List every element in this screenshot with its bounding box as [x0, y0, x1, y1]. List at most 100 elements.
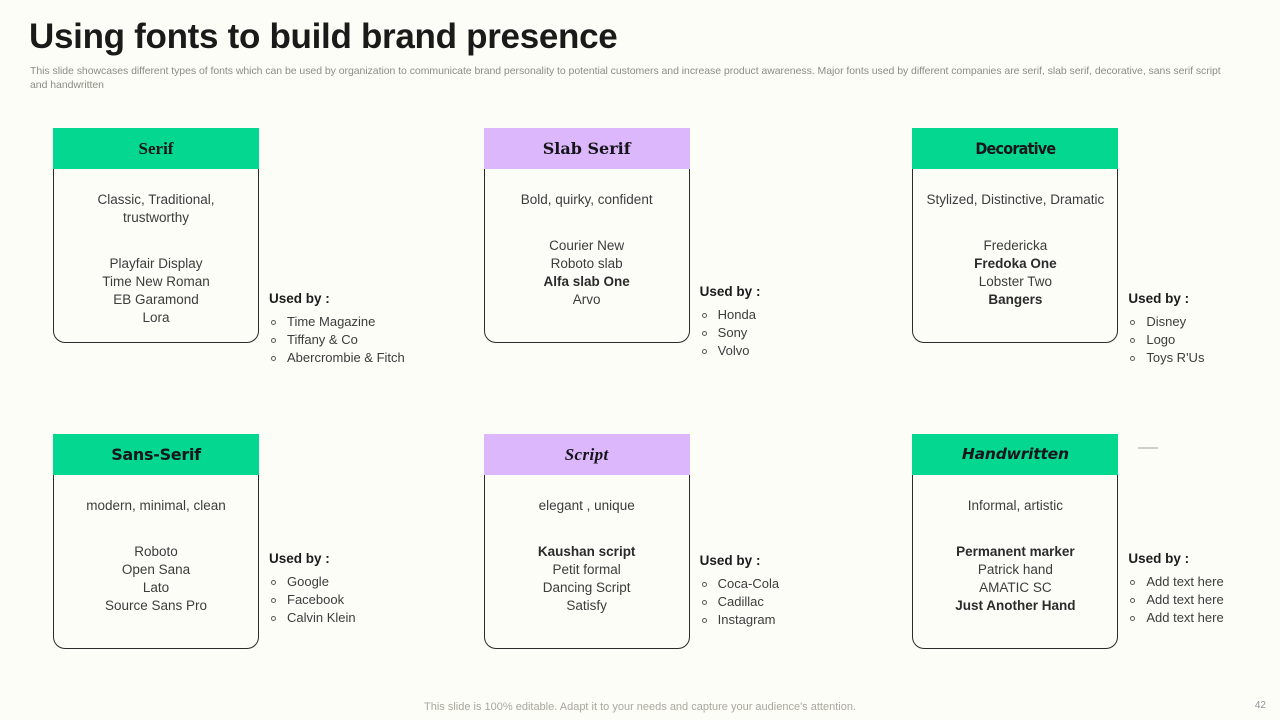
page-subtitle: This slide showcases different types of …: [30, 65, 1221, 91]
bullet-icon: [1130, 580, 1136, 585]
usedby-item-label: Tiffany & Co: [287, 332, 358, 347]
font-name: Arvo: [572, 292, 601, 307]
list-item: Instagram: [700, 611, 779, 629]
list-item: Cadillac: [700, 593, 779, 611]
list-item: Google: [269, 573, 356, 591]
usedby-item-label: Instagram: [717, 612, 776, 627]
usedby-item-label: Toys R'Us: [1146, 350, 1205, 365]
usedby-item-label: Honda: [717, 307, 756, 322]
card-body-sans-serif: modern, minimal, clean Roboto Open Sana …: [53, 475, 259, 649]
usedby-list-script: Coca-Cola Cadillac Instagram: [700, 575, 779, 629]
list-item: Coca-Cola: [700, 575, 779, 593]
card-header-script: Script: [483, 434, 690, 475]
bullet-icon: [701, 600, 707, 605]
usedby-item-label: Logo: [1146, 332, 1176, 347]
card-header-decorative: Decorative: [912, 128, 1119, 169]
usedby-list-handwritten: Add text here Add text here Add text her…: [1128, 573, 1224, 627]
card-header-sans-serif: Sans-Serif: [53, 434, 259, 475]
bullet-icon: [1130, 356, 1136, 361]
bullet-icon: [1130, 320, 1136, 325]
card-cell-script: Script elegant , unique Kaushan script P…: [427, 434, 854, 649]
usedby-item-label: Add text here: [1146, 610, 1224, 625]
card-handwritten[interactable]: Handwritten Informal, artistic Permanent…: [912, 434, 1119, 649]
card-traits-serif: Classic, Traditional, trustworthy: [97, 192, 215, 225]
bullet-icon: [271, 356, 276, 361]
bullet-icon: [1130, 338, 1136, 343]
card-slab-serif[interactable]: Slab Serif Bold, quirky, confident Couri…: [483, 128, 690, 343]
card-fonts-decorative: Fredericka Fredoka One Lobster Two Bange…: [923, 237, 1107, 309]
usedby-label: Used by :: [1128, 551, 1190, 566]
card-fonts-sans-serif: Roboto Open Sana Lato Source Sans Pro: [64, 543, 248, 615]
list-item: Add text here: [1128, 573, 1224, 591]
card-serif[interactable]: Serif Classic, Traditional, trustworthy …: [53, 128, 259, 343]
usedby-item-label: Coca-Cola: [717, 576, 780, 591]
card-row-2: Sans-Serif modern, minimal, clean Roboto…: [0, 434, 1280, 649]
usedby-item-label: Facebook: [287, 592, 345, 607]
card-traits-decorative: Stylized, Distinctive, Dramatic: [926, 192, 1105, 207]
usedby-serif: Used by : Time Magazine Tiffany & Co Abe…: [269, 291, 405, 367]
card-body-handwritten: Informal, artistic Permanent marker Patr…: [912, 475, 1119, 649]
bullet-icon: [271, 320, 276, 325]
page-number: 42: [1254, 700, 1266, 711]
bullet-icon: [701, 331, 707, 336]
usedby-sans-serif: Used by : Google Facebook Calvin Klein: [269, 551, 356, 627]
usedby-item-label: Add text here: [1146, 574, 1224, 589]
list-item: Abercrombie & Fitch: [269, 349, 405, 367]
font-name: Roboto slab: [550, 256, 623, 271]
bullet-icon: [271, 338, 276, 343]
usedby-item-label: Cadillac: [717, 594, 764, 609]
slide-header: Using fonts to build brand presence This…: [29, 16, 1239, 92]
usedby-item-label: Add text here: [1146, 592, 1224, 607]
card-body-serif: Classic, Traditional, trustworthy Playfa…: [53, 169, 259, 343]
usedby-list-serif: Time Magazine Tiffany & Co Abercrombie &…: [269, 313, 405, 367]
font-name: Dancing Script: [542, 580, 631, 595]
font-name: Courier New: [549, 238, 625, 253]
card-traits-slab-serif: Bold, quirky, confident: [520, 192, 653, 207]
usedby-list-decorative: Disney Logo Toys R'Us: [1128, 313, 1204, 367]
card-sans-serif[interactable]: Sans-Serif modern, minimal, clean Roboto…: [53, 434, 259, 649]
list-item: Calvin Klein: [269, 609, 356, 627]
card-cell-sans-serif: Sans-Serif modern, minimal, clean Roboto…: [0, 434, 427, 649]
card-decorative[interactable]: Decorative Stylized, Distinctive, Dramat…: [912, 128, 1119, 343]
card-header-handwritten: Handwritten: [912, 434, 1119, 475]
list-item: Toys R'Us: [1128, 349, 1204, 367]
font-name: Just Another Hand: [955, 598, 1076, 613]
font-category-grid: Serif Classic, Traditional, trustworthy …: [0, 128, 1280, 649]
usedby-label: Used by :: [269, 551, 330, 566]
usedby-item-label: Google: [287, 574, 329, 589]
card-body-decorative: Stylized, Distinctive, Dramatic Frederic…: [912, 169, 1119, 343]
font-name: Lobster Two: [978, 274, 1052, 289]
font-name: Time New Roman: [102, 274, 210, 289]
list-item: Disney: [1128, 313, 1204, 331]
card-cell-handwritten: Handwritten Informal, artistic Permanent…: [853, 434, 1280, 649]
font-name: Kaushan script: [537, 544, 636, 559]
slide-footer-note: This slide is 100% editable. Adapt it to…: [424, 701, 856, 713]
card-cell-serif: Serif Classic, Traditional, trustworthy …: [0, 128, 427, 367]
font-name: AMATIC SC: [979, 580, 1052, 595]
card-traits-script: elegant , unique: [538, 498, 635, 513]
font-name: Satisfy: [566, 598, 607, 613]
bullet-icon: [1130, 598, 1136, 603]
font-name: Permanent marker: [956, 544, 1075, 559]
bullet-icon: [1130, 616, 1136, 621]
font-name: Bangers: [988, 292, 1043, 307]
card-row-1: Serif Classic, Traditional, trustworthy …: [0, 128, 1280, 367]
list-item: Add text here: [1128, 591, 1224, 609]
bullet-icon: [271, 580, 276, 585]
card-script[interactable]: Script elegant , unique Kaushan script P…: [483, 434, 690, 649]
decorative-dash-icon: [1138, 447, 1158, 449]
usedby-item-label: Calvin Klein: [287, 610, 356, 625]
usedby-label: Used by :: [269, 291, 330, 306]
font-name: Open Sana: [121, 562, 191, 577]
card-header-serif: Serif: [53, 128, 259, 169]
card-fonts-slab-serif: Courier New Roboto slab Alfa slab One Ar…: [495, 237, 679, 309]
bullet-icon: [271, 598, 276, 603]
card-traits-handwritten: Informal, artistic: [967, 498, 1063, 513]
card-cell-slab-serif: Slab Serif Bold, quirky, confident Couri…: [427, 128, 854, 367]
usedby-list-sans-serif: Google Facebook Calvin Klein: [269, 573, 356, 627]
usedby-decorative: Used by : Disney Logo Toys R'Us: [1128, 291, 1204, 367]
list-item: Volvo: [700, 342, 761, 360]
usedby-label: Used by :: [699, 284, 761, 299]
usedby-list-slab-serif: Honda Sony Volvo: [700, 306, 761, 360]
font-name: Alfa slab One: [543, 274, 630, 289]
